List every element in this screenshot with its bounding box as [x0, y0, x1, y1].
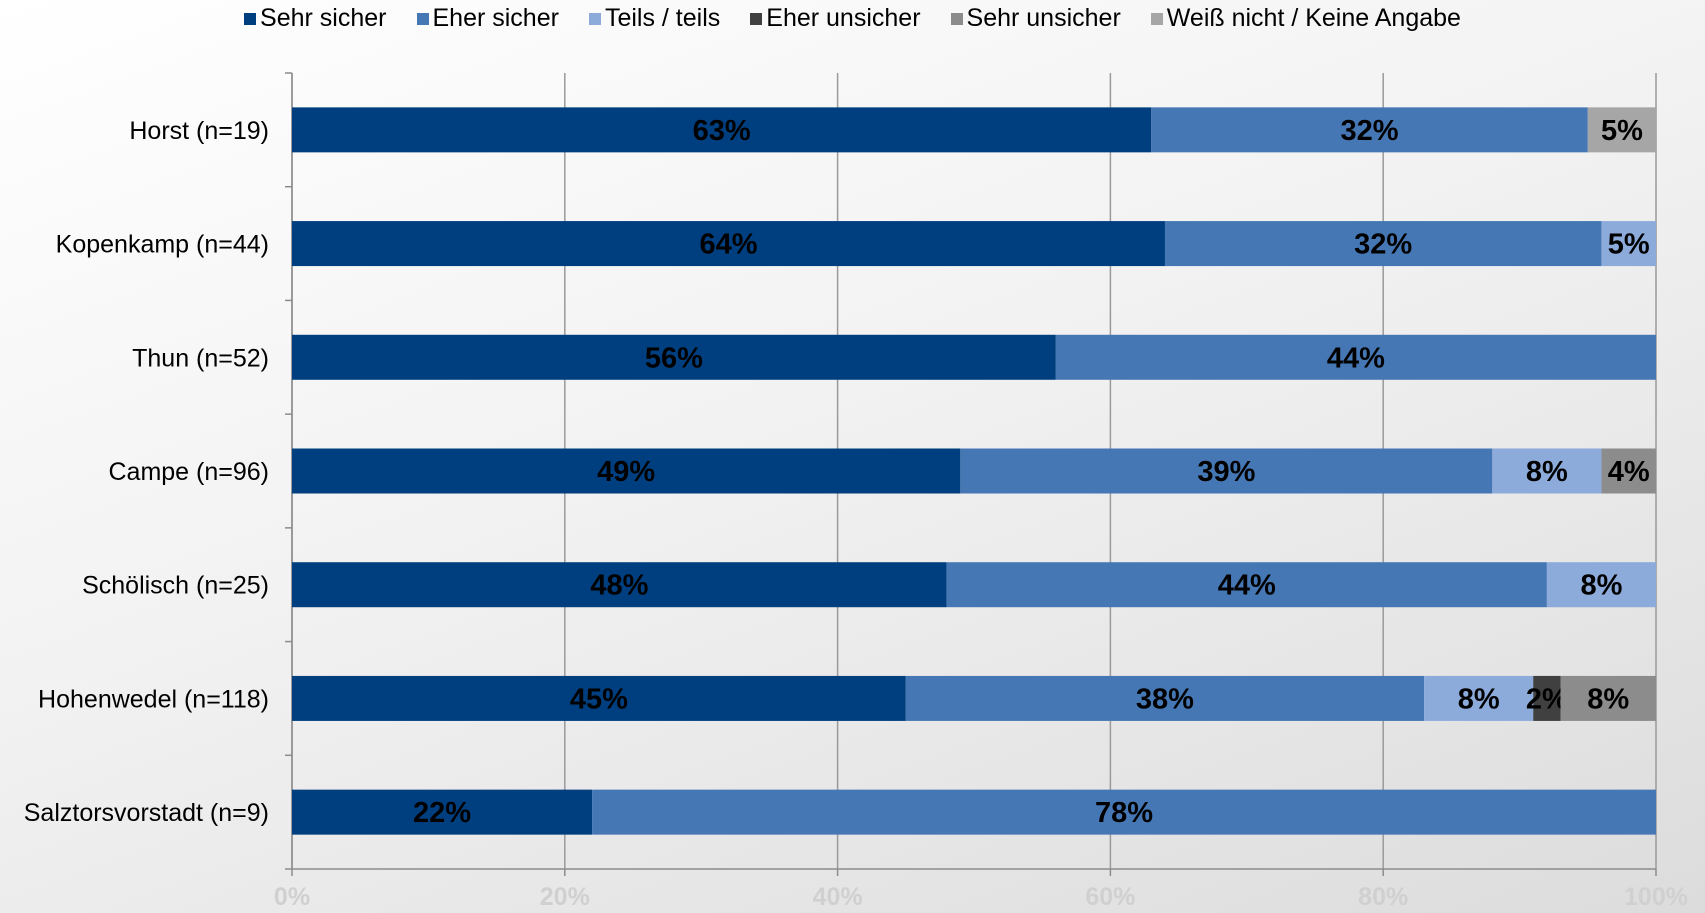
- data-label: 32%: [1354, 229, 1412, 261]
- bar-segment: [1164, 221, 1602, 267]
- bar-segment: [1546, 562, 1656, 608]
- x-tick-label: 60%: [1085, 883, 1135, 911]
- bar-segment: [592, 789, 1656, 835]
- bar-segment: [1533, 675, 1561, 721]
- legend-label: Weiß nicht / Keine Angabe: [1166, 4, 1461, 32]
- data-label: 4%: [1608, 456, 1650, 488]
- bar-segment: [960, 448, 1493, 494]
- bar-segment: [292, 562, 947, 608]
- x-tick-label: 80%: [1358, 883, 1408, 911]
- legend-item: Sehr unsicher: [950, 4, 1121, 33]
- data-label: 8%: [1580, 570, 1622, 602]
- bar-segment: [1151, 107, 1588, 153]
- bar-segment: [946, 562, 1547, 608]
- x-tick-label: 20%: [540, 883, 590, 911]
- bar-segment: [1601, 448, 1656, 494]
- data-label: 8%: [1526, 456, 1568, 488]
- data-label: 48%: [590, 570, 648, 602]
- data-label: 5%: [1601, 115, 1643, 147]
- category-label: Horst (n=19): [129, 117, 269, 145]
- category-label: Schölisch (n=25): [82, 572, 269, 600]
- legend-item: Eher sicher: [416, 4, 559, 33]
- bar-segment: [1055, 334, 1656, 380]
- bar-segment: [1587, 107, 1656, 153]
- category-label: Salztorsvorstadt (n=9): [24, 799, 269, 827]
- legend-label: Teils / teils: [604, 4, 721, 32]
- bar-segment: [905, 675, 1425, 721]
- legend-item: Teils / teils: [588, 4, 721, 33]
- data-label: 44%: [1327, 342, 1385, 374]
- category-label: Campe (n=96): [109, 458, 270, 486]
- legend-label: Eher unsicher: [766, 4, 921, 32]
- data-label: 39%: [1197, 456, 1255, 488]
- legend-swatch: [588, 12, 601, 25]
- data-label: 8%: [1458, 683, 1500, 715]
- legend-label: Sehr sicher: [260, 4, 387, 32]
- legend-label: Sehr unsicher: [966, 4, 1121, 32]
- data-label: 49%: [597, 456, 655, 488]
- category-label: Thun (n=52): [132, 344, 269, 372]
- x-tick-label: 0%: [274, 883, 310, 911]
- bar-segment: [292, 675, 906, 721]
- legend-label: Eher sicher: [432, 4, 559, 32]
- data-label: 56%: [645, 342, 703, 374]
- category-label: Hohenwedel (n=118): [38, 685, 269, 713]
- x-tick-label: 40%: [813, 883, 863, 911]
- legend-item: Eher unsicher: [750, 4, 921, 33]
- legend-swatch: [1150, 12, 1163, 25]
- bar-segment: [292, 334, 1056, 380]
- data-label: 22%: [413, 797, 471, 829]
- data-label: 78%: [1095, 797, 1153, 829]
- data-label: 44%: [1218, 570, 1276, 602]
- bar-segment: [1601, 221, 1656, 267]
- bar-segment: [1492, 448, 1602, 494]
- legend-swatch: [750, 12, 763, 25]
- bar-segment: [292, 107, 1152, 153]
- data-label: 8%: [1587, 683, 1629, 715]
- data-label: 63%: [693, 115, 751, 147]
- legend: Sehr sicher Eher sicher Teils / teils Eher …: [0, 4, 1705, 33]
- legend-item: Weiß nicht / Keine Angabe: [1150, 4, 1461, 33]
- category-label: Kopenkamp (n=44): [56, 231, 269, 259]
- bar-segment: [292, 789, 593, 835]
- bar-segment: [1424, 675, 1534, 721]
- legend-swatch: [244, 12, 257, 25]
- x-tick-label: 100%: [1624, 883, 1688, 911]
- bar-segment: [1560, 675, 1656, 721]
- bar-segment: [292, 221, 1165, 267]
- bar-segment: [292, 448, 961, 494]
- data-label: 32%: [1341, 115, 1399, 147]
- legend-swatch: [416, 12, 429, 25]
- data-label: 5%: [1608, 229, 1650, 261]
- data-label: 38%: [1136, 683, 1194, 715]
- legend-swatch: [950, 12, 963, 25]
- data-label: 64%: [699, 229, 757, 261]
- data-label: 45%: [570, 683, 628, 715]
- legend-item: Sehr sicher: [244, 4, 387, 33]
